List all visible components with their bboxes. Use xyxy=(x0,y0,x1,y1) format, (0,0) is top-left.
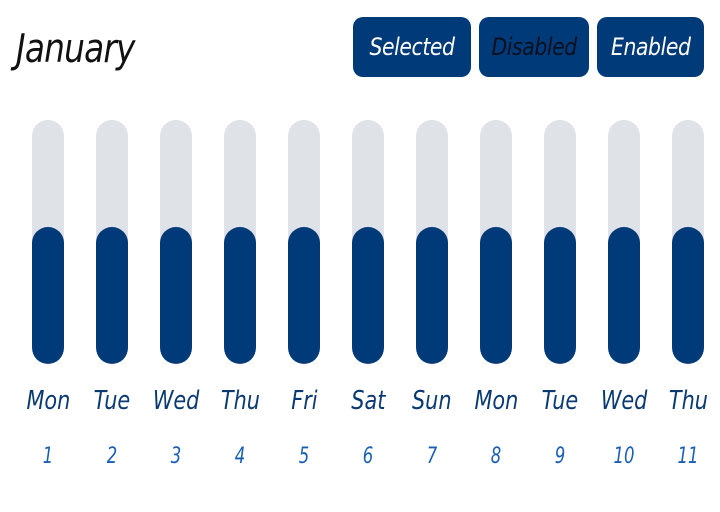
day-slider-track[interactable] xyxy=(160,120,192,364)
day-slider-fill xyxy=(288,227,320,364)
day-slider-track[interactable] xyxy=(480,120,512,364)
date-number-text: 8 xyxy=(490,444,502,469)
day-slider-fill xyxy=(160,227,192,364)
date-number-text: 10 xyxy=(613,444,635,469)
enabled-button-label: Enabled xyxy=(610,33,691,61)
day-of-week-label: Thu xyxy=(208,386,272,416)
date-number-text: 11 xyxy=(677,444,699,469)
day-slider-fill xyxy=(672,227,704,364)
date-number-label: 10 xyxy=(592,444,656,469)
day-of-week-label: Sun xyxy=(400,386,464,416)
date-number-text: 5 xyxy=(298,444,310,469)
day-slider-fill xyxy=(224,227,256,364)
date-number-label: 2 xyxy=(80,444,144,469)
day-slider-track[interactable] xyxy=(224,120,256,364)
day-of-week-text: Tue xyxy=(541,386,579,416)
day-of-week-label: Fri xyxy=(272,386,336,416)
day-slider-fill xyxy=(352,227,384,364)
day-of-week-label: Tue xyxy=(528,386,592,416)
day-slider-track[interactable] xyxy=(672,120,704,364)
date-number-text: 2 xyxy=(106,444,118,469)
day-slider-track[interactable] xyxy=(416,120,448,364)
date-number-text: 7 xyxy=(426,444,438,469)
selected-button[interactable]: Selected xyxy=(353,17,471,77)
day-of-week-text: Wed xyxy=(152,386,200,416)
date-number-label: 4 xyxy=(208,444,272,469)
day-of-week-text: Wed xyxy=(600,386,648,416)
day-of-week-text: Tue xyxy=(93,386,131,416)
disabled-button[interactable]: Disabled xyxy=(479,17,589,77)
date-number-label: 9 xyxy=(528,444,592,469)
day-column[interactable]: Sun 7 xyxy=(400,120,464,480)
date-number-text: 6 xyxy=(362,444,374,469)
date-number-label: 8 xyxy=(464,444,528,469)
day-of-week-label: Thu xyxy=(656,386,720,416)
day-of-week-label: Wed xyxy=(592,386,656,416)
date-number-text: 4 xyxy=(234,444,246,469)
day-column[interactable]: Wed 10 xyxy=(592,120,656,480)
day-slider-track[interactable] xyxy=(544,120,576,364)
month-title: January xyxy=(16,26,135,72)
date-number-text: 1 xyxy=(42,444,54,469)
day-slider-track[interactable] xyxy=(608,120,640,364)
day-slider-track[interactable] xyxy=(352,120,384,364)
day-of-week-label: Wed xyxy=(144,386,208,416)
day-slider-fill xyxy=(96,227,128,364)
day-of-week-text: Mon xyxy=(26,386,70,416)
day-of-week-text: Sat xyxy=(350,386,386,416)
date-number-label: 7 xyxy=(400,444,464,469)
day-of-week-text: Thu xyxy=(220,386,260,416)
day-column[interactable]: Wed 3 xyxy=(144,120,208,480)
day-slider-fill xyxy=(416,227,448,364)
day-of-week-label: Mon xyxy=(464,386,528,416)
day-column[interactable]: Tue 9 xyxy=(528,120,592,480)
selected-button-label: Selected xyxy=(369,33,455,61)
day-of-week-text: Sun xyxy=(412,386,452,416)
day-slider-fill xyxy=(32,227,64,364)
day-of-week-text: Fri xyxy=(290,386,318,416)
day-column[interactable]: Tue 2 xyxy=(80,120,144,480)
enabled-button[interactable]: Enabled xyxy=(597,17,704,77)
day-of-week-label: Tue xyxy=(80,386,144,416)
date-number-label: 11 xyxy=(656,444,720,469)
day-slider-track[interactable] xyxy=(96,120,128,364)
date-number-label: 5 xyxy=(272,444,336,469)
day-of-week-label: Sat xyxy=(336,386,400,416)
day-column[interactable]: Sat 6 xyxy=(336,120,400,480)
day-column[interactable]: Thu 4 xyxy=(208,120,272,480)
day-of-week-text: Mon xyxy=(474,386,518,416)
date-number-text: 3 xyxy=(170,444,182,469)
day-slider-track[interactable] xyxy=(288,120,320,364)
day-column[interactable]: Mon 8 xyxy=(464,120,528,480)
day-slider-fill xyxy=(608,227,640,364)
date-number-label: 1 xyxy=(16,444,80,469)
day-of-week-label: Mon xyxy=(16,386,80,416)
day-slider-fill xyxy=(544,227,576,364)
date-number-label: 6 xyxy=(336,444,400,469)
day-column[interactable]: Fri 5 xyxy=(272,120,336,480)
date-number-text: 9 xyxy=(554,444,566,469)
date-number-label: 3 xyxy=(144,444,208,469)
day-slider-track[interactable] xyxy=(32,120,64,364)
day-of-week-text: Thu xyxy=(668,386,708,416)
day-slider-fill xyxy=(480,227,512,364)
day-column[interactable]: Thu 11 xyxy=(656,120,720,480)
day-column[interactable]: Mon 1 xyxy=(16,120,80,480)
disabled-button-label: Disabled xyxy=(491,33,577,61)
